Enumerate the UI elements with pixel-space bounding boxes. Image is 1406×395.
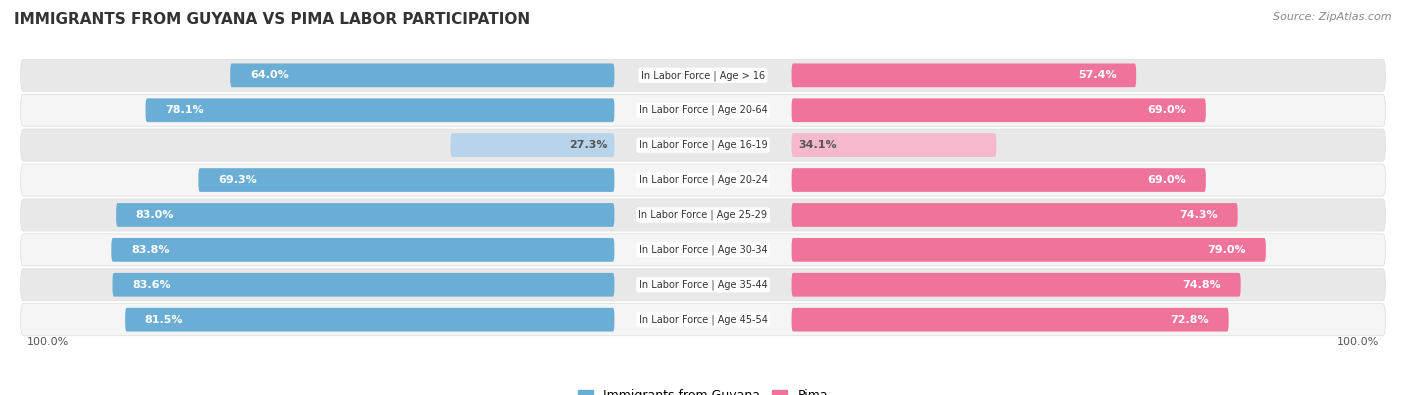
FancyBboxPatch shape [111,238,614,262]
Text: In Labor Force | Age 20-64: In Labor Force | Age 20-64 [638,105,768,115]
FancyBboxPatch shape [792,133,997,157]
Text: 74.3%: 74.3% [1180,210,1218,220]
Text: In Labor Force | Age 45-54: In Labor Force | Age 45-54 [638,314,768,325]
Text: 81.5%: 81.5% [145,315,183,325]
FancyBboxPatch shape [21,234,1385,266]
FancyBboxPatch shape [792,203,1237,227]
Text: 69.0%: 69.0% [1147,105,1187,115]
FancyBboxPatch shape [198,168,614,192]
FancyBboxPatch shape [21,129,1385,161]
Text: 100.0%: 100.0% [1337,337,1379,347]
FancyBboxPatch shape [117,203,614,227]
FancyBboxPatch shape [450,133,614,157]
FancyBboxPatch shape [146,98,614,122]
Text: 57.4%: 57.4% [1078,70,1116,80]
Text: 74.8%: 74.8% [1182,280,1220,290]
FancyBboxPatch shape [125,308,614,331]
Text: 64.0%: 64.0% [250,70,288,80]
FancyBboxPatch shape [792,98,1206,122]
Text: 72.8%: 72.8% [1170,315,1209,325]
FancyBboxPatch shape [792,168,1206,192]
Text: In Labor Force | Age 16-19: In Labor Force | Age 16-19 [638,140,768,150]
FancyBboxPatch shape [21,199,1385,231]
FancyBboxPatch shape [792,238,1265,262]
Text: 27.3%: 27.3% [569,140,607,150]
Text: In Labor Force | Age 25-29: In Labor Force | Age 25-29 [638,210,768,220]
Text: 69.3%: 69.3% [218,175,257,185]
FancyBboxPatch shape [792,308,1229,331]
FancyBboxPatch shape [21,59,1385,91]
FancyBboxPatch shape [21,269,1385,301]
FancyBboxPatch shape [112,273,614,297]
FancyBboxPatch shape [231,64,614,87]
Text: 83.8%: 83.8% [131,245,170,255]
Text: 78.1%: 78.1% [166,105,204,115]
Text: 83.6%: 83.6% [132,280,170,290]
FancyBboxPatch shape [21,94,1385,126]
Text: In Labor Force | Age 35-44: In Labor Force | Age 35-44 [638,280,768,290]
FancyBboxPatch shape [792,64,1136,87]
Legend: Immigrants from Guyana, Pima: Immigrants from Guyana, Pima [572,384,834,395]
Text: 100.0%: 100.0% [27,337,69,347]
Text: In Labor Force | Age 20-24: In Labor Force | Age 20-24 [638,175,768,185]
Text: 79.0%: 79.0% [1208,245,1246,255]
Text: In Labor Force | Age 30-34: In Labor Force | Age 30-34 [638,245,768,255]
Text: In Labor Force | Age > 16: In Labor Force | Age > 16 [641,70,765,81]
FancyBboxPatch shape [21,304,1385,336]
Text: 83.0%: 83.0% [136,210,174,220]
Text: IMMIGRANTS FROM GUYANA VS PIMA LABOR PARTICIPATION: IMMIGRANTS FROM GUYANA VS PIMA LABOR PAR… [14,12,530,27]
Text: Source: ZipAtlas.com: Source: ZipAtlas.com [1274,12,1392,22]
Text: 69.0%: 69.0% [1147,175,1187,185]
Text: 34.1%: 34.1% [799,140,837,150]
FancyBboxPatch shape [21,164,1385,196]
FancyBboxPatch shape [792,273,1240,297]
